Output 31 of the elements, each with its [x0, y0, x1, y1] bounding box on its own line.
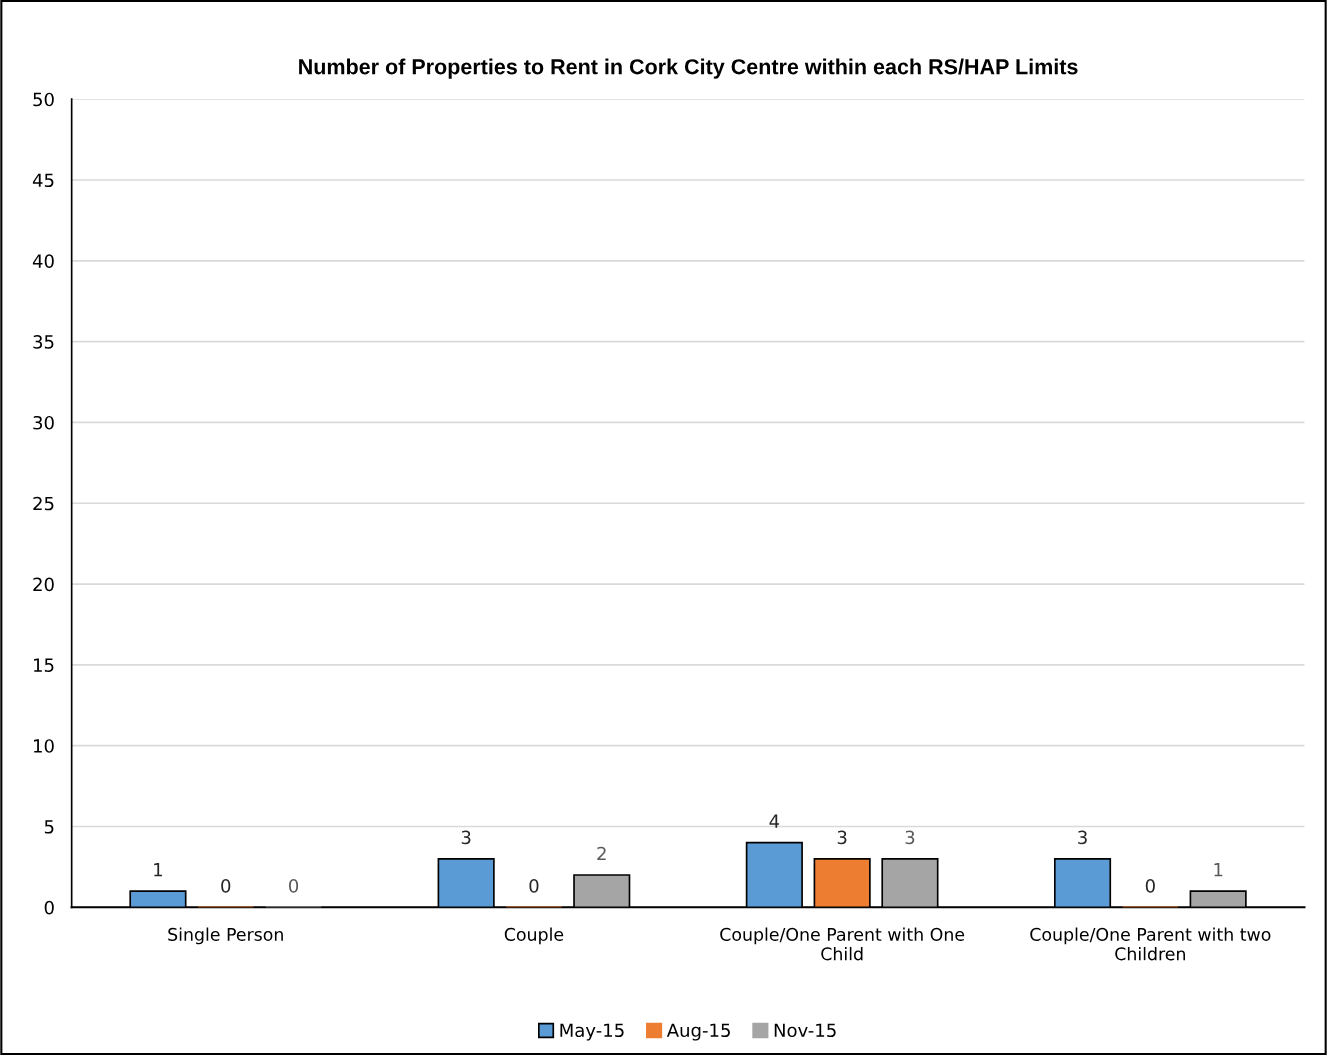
data-label: 3	[905, 830, 915, 845]
data-label: 0	[1145, 879, 1155, 893]
data-label: 1	[1214, 863, 1223, 877]
y-tick-label: 35	[33, 335, 54, 349]
data-label: 2	[597, 846, 606, 861]
data-label: 3	[837, 830, 847, 845]
y-tick-label: 20	[33, 577, 54, 592]
chart-title: Number of Properties to Rent in Cork City Centre within each RS/HAP Limits	[299, 58, 1078, 79]
y-tick-label: 0	[44, 900, 54, 915]
data-label: 4	[769, 814, 780, 828]
y-tick-label: 30	[33, 415, 54, 430]
x-tick-label: Single Person	[168, 927, 283, 945]
y-tick-label: 15	[34, 658, 54, 672]
data-label: 0	[289, 879, 299, 893]
x-tick-label: Couple/One Parent with One Child	[720, 927, 965, 961]
legend-label: Aug-15	[666, 1023, 730, 1041]
data-label: 3	[461, 830, 471, 845]
y-tick-label: 45	[32, 173, 54, 188]
data-label: 0	[529, 879, 539, 893]
y-tick-label: 50	[33, 92, 54, 107]
data-label: 1	[154, 863, 163, 877]
data-label: 0	[221, 879, 231, 893]
x-tick-label: Couple	[504, 927, 564, 945]
x-tick-label: Couple/One Parent with two Children	[1030, 927, 1271, 961]
y-tick-label: 40	[32, 254, 54, 268]
legend-label: May-15	[560, 1023, 624, 1041]
y-tick-label: 5	[44, 820, 54, 834]
y-tick-label: 10	[34, 739, 54, 753]
y-tick-label: 25	[33, 496, 54, 511]
legend-label: Nov-15	[774, 1023, 836, 1038]
data-label: 3	[1078, 830, 1087, 845]
